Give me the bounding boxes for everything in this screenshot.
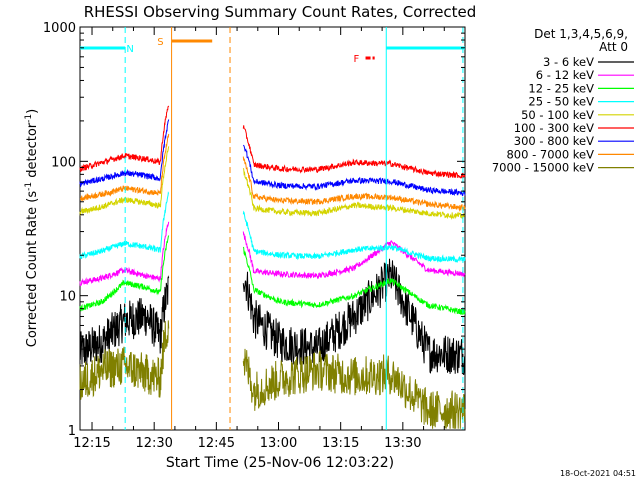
legend-label-0: 3 - 6 keV xyxy=(543,55,594,69)
x-tick-label-3: 13:00 xyxy=(260,436,297,451)
y-tick-label-2: 100 xyxy=(51,155,76,170)
y-axis: 1 10 100 1000 xyxy=(43,21,465,439)
flags-layer: N S F xyxy=(80,27,465,430)
x-axis-label: Start Time (25-Nov-06 12:03:22) xyxy=(166,455,394,471)
y-axis-label-end: ) xyxy=(25,109,40,114)
series-line-post-3 xyxy=(242,210,466,264)
series-layer xyxy=(79,105,466,429)
y-axis-label-exp2: -1 xyxy=(24,114,34,123)
y-tick-label-0: 1 xyxy=(68,424,76,439)
plot-frame xyxy=(79,26,466,431)
chart-title: RHESSI Observing Summary Count Rates, Co… xyxy=(84,3,477,21)
legend-label-3: 25 - 50 keV xyxy=(528,95,594,109)
series-line-pre-4 xyxy=(79,146,170,217)
legend-label-8: 7000 - 15000 keV xyxy=(492,161,594,175)
series-line-post-8 xyxy=(242,348,466,429)
series-line-post-6 xyxy=(242,144,466,197)
x-tick-label-0: 12:15 xyxy=(73,436,110,451)
series-line-pre-8 xyxy=(79,320,170,400)
series-line-pre-6 xyxy=(79,119,170,188)
flag-label-2: F xyxy=(354,54,360,65)
x-tick-label-1: 12:30 xyxy=(135,436,172,451)
y-tick-label-3: 1000 xyxy=(43,21,76,36)
y-axis-label: Corrected Count Rate (s-1 detector-1) xyxy=(24,109,40,347)
y-axis-label-main: Corrected Count Rate (s xyxy=(25,191,40,348)
legend-label-6: 300 - 800 keV xyxy=(514,134,594,148)
legend-header-line-2: Att 0 xyxy=(599,40,628,54)
legend-header-line-1: Det 1,3,4,5,6,9, xyxy=(534,27,628,41)
y-tick-label-1: 10 xyxy=(59,290,76,305)
y-axis-label-mid: detector xyxy=(25,122,40,182)
series-line-pre-7 xyxy=(79,133,170,201)
legend-label-7: 800 - 7000 keV xyxy=(506,147,594,161)
series-line-pre-0 xyxy=(79,275,170,366)
series-line-post-7 xyxy=(242,156,466,212)
plot-area: N S F 1 10 100 1000 12:15 12:30 12:45 13:00 13:15… xyxy=(43,21,466,451)
x-tick-label-5: 13:30 xyxy=(384,436,421,451)
x-tick-label-4: 13:15 xyxy=(322,436,359,451)
series-line-post-2 xyxy=(242,246,466,315)
flag-label-0: N xyxy=(126,44,133,55)
series-line-post-1 xyxy=(242,231,466,280)
legend-label-4: 50 - 100 keV xyxy=(521,108,594,122)
legend-label-5: 100 - 300 keV xyxy=(514,121,594,135)
flag-label-1: S xyxy=(157,37,163,48)
series-line-post-5 xyxy=(242,125,466,179)
series-line-pre-2 xyxy=(79,235,170,312)
x-axis: 12:15 12:30 12:45 13:00 13:15 13:30 xyxy=(73,27,445,451)
generation-timestamp: 18-Oct-2021 04:51 xyxy=(560,469,636,478)
legend-label-2: 12 - 25 keV xyxy=(528,81,594,95)
series-line-pre-1 xyxy=(79,221,170,287)
series-line-post-0 xyxy=(242,258,466,376)
y-axis-label-exp1: -1 xyxy=(24,182,34,191)
series-line-pre-3 xyxy=(79,191,170,259)
legend-label-1: 6 - 12 keV xyxy=(536,68,594,82)
series-line-pre-5 xyxy=(79,105,170,173)
series-line-post-4 xyxy=(242,168,466,221)
x-tick-label-2: 12:45 xyxy=(198,436,235,451)
